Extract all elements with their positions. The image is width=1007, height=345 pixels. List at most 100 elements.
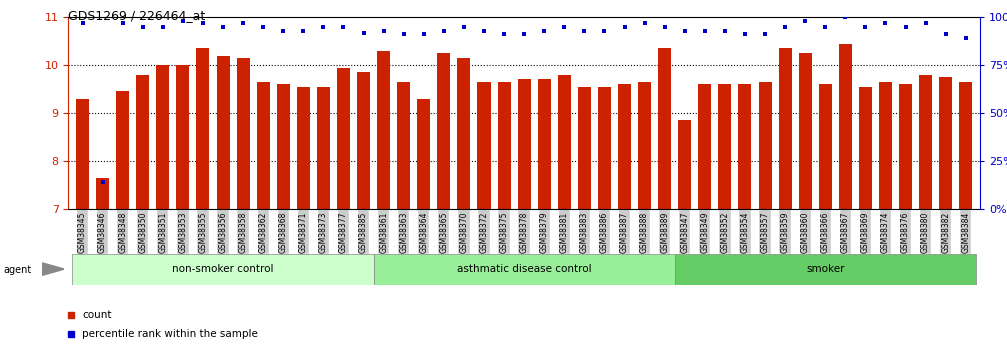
Point	[235, 20, 251, 26]
Point	[335, 24, 351, 30]
Point	[938, 32, 954, 37]
Bar	[377, 51, 390, 209]
Bar	[257, 82, 270, 209]
Bar	[919, 75, 932, 209]
Point	[897, 24, 913, 30]
Point	[436, 28, 452, 33]
Bar	[397, 82, 410, 209]
Bar	[417, 99, 430, 209]
Bar	[578, 87, 591, 209]
Point	[857, 24, 873, 30]
Bar	[176, 65, 189, 209]
Point	[396, 32, 412, 37]
Bar	[96, 178, 109, 209]
Bar	[718, 84, 731, 209]
Point	[416, 32, 432, 37]
Bar	[899, 84, 912, 209]
Text: count: count	[82, 310, 112, 320]
Point	[376, 28, 392, 33]
Point	[95, 179, 111, 185]
Bar	[960, 82, 973, 209]
Bar	[136, 75, 149, 209]
Bar	[457, 58, 470, 209]
Point	[214, 24, 231, 30]
Point	[315, 24, 331, 30]
Bar	[217, 56, 230, 209]
Bar	[638, 82, 652, 209]
Text: non-smoker control: non-smoker control	[172, 264, 274, 274]
Bar	[558, 75, 571, 209]
Bar	[819, 84, 832, 209]
Text: GDS1269 / 226464_at: GDS1269 / 226464_at	[68, 9, 205, 22]
Point	[476, 28, 492, 33]
Point	[135, 24, 151, 30]
Point	[275, 28, 291, 33]
Bar	[357, 72, 371, 209]
Point	[255, 24, 271, 30]
Bar	[477, 82, 490, 209]
Point	[636, 20, 653, 26]
Point	[877, 20, 893, 26]
Bar	[497, 82, 511, 209]
Bar	[437, 53, 450, 209]
Bar	[879, 82, 892, 209]
Bar	[156, 65, 169, 209]
Point	[596, 28, 612, 33]
Point	[496, 32, 513, 37]
Point	[798, 18, 814, 24]
Bar	[778, 48, 792, 209]
Point	[115, 20, 131, 26]
Point	[737, 32, 753, 37]
Bar	[116, 91, 129, 209]
Point	[355, 30, 372, 35]
Bar	[277, 84, 290, 209]
Bar	[940, 77, 953, 209]
Bar	[675, 254, 976, 285]
Point	[837, 14, 853, 20]
Bar	[196, 48, 209, 209]
Text: agent: agent	[3, 265, 31, 275]
Bar	[859, 87, 872, 209]
Text: asthmatic disease control: asthmatic disease control	[457, 264, 591, 274]
Point	[717, 28, 733, 33]
Bar	[237, 58, 250, 209]
Point	[677, 28, 693, 33]
Bar	[738, 84, 751, 209]
Point	[556, 24, 572, 30]
Text: smoker: smoker	[806, 264, 845, 274]
Bar	[839, 43, 852, 209]
Point	[616, 24, 632, 30]
Bar	[518, 79, 531, 209]
Point	[697, 28, 713, 33]
Point	[818, 24, 834, 30]
Bar	[678, 120, 691, 209]
Bar	[538, 79, 551, 209]
Polygon shape	[42, 263, 64, 275]
Point	[75, 20, 91, 26]
Point	[456, 24, 472, 30]
Bar	[758, 82, 771, 209]
Point	[757, 32, 773, 37]
Bar	[317, 87, 330, 209]
Point	[536, 28, 552, 33]
Point	[175, 18, 191, 24]
Bar	[659, 48, 672, 209]
Bar	[374, 254, 675, 285]
Point	[155, 24, 171, 30]
Point	[958, 36, 974, 41]
Bar	[799, 53, 812, 209]
Point	[657, 24, 673, 30]
Point	[516, 32, 532, 37]
Text: percentile rank within the sample: percentile rank within the sample	[82, 329, 258, 339]
Point	[917, 20, 933, 26]
Bar	[598, 87, 611, 209]
Bar	[337, 68, 350, 209]
Bar	[73, 254, 374, 285]
Point	[576, 28, 592, 33]
Bar	[698, 84, 711, 209]
Point	[295, 28, 311, 33]
Bar	[297, 87, 310, 209]
Bar	[76, 99, 89, 209]
Bar	[618, 84, 631, 209]
Point	[195, 20, 211, 26]
